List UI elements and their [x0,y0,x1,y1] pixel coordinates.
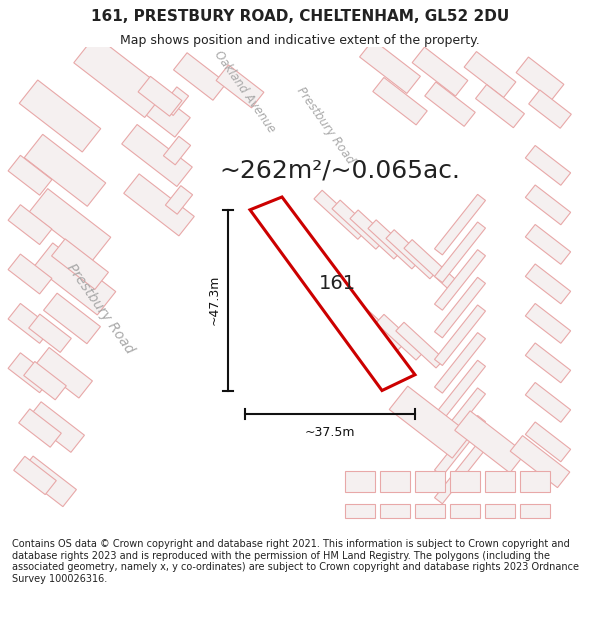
Polygon shape [28,402,85,452]
Polygon shape [434,360,485,421]
Polygon shape [455,411,525,473]
Polygon shape [35,348,92,398]
Polygon shape [526,146,571,185]
Polygon shape [359,40,421,93]
Polygon shape [529,90,571,128]
Polygon shape [138,76,182,116]
Polygon shape [122,124,192,186]
Polygon shape [485,471,515,492]
Polygon shape [163,136,191,165]
Polygon shape [485,504,515,518]
Polygon shape [24,134,106,206]
Polygon shape [450,504,480,518]
Polygon shape [380,504,410,518]
Polygon shape [216,65,264,108]
Polygon shape [124,174,194,236]
Polygon shape [526,264,571,304]
Polygon shape [434,249,485,310]
Text: ~262m²/~0.065ac.: ~262m²/~0.065ac. [220,158,461,182]
Polygon shape [434,388,485,449]
Polygon shape [23,361,67,400]
Polygon shape [29,314,71,352]
Text: ~37.5m: ~37.5m [305,426,355,439]
Polygon shape [8,254,52,294]
Text: ~47.3m: ~47.3m [208,275,221,326]
Polygon shape [350,210,402,259]
Polygon shape [434,278,485,338]
Polygon shape [29,189,111,261]
Polygon shape [316,291,364,336]
Polygon shape [14,456,56,494]
Polygon shape [412,47,468,96]
Polygon shape [336,299,384,344]
Polygon shape [368,220,420,269]
Polygon shape [380,471,410,492]
Polygon shape [345,471,375,492]
Polygon shape [520,471,550,492]
Polygon shape [20,456,76,507]
Polygon shape [434,443,485,504]
Polygon shape [520,504,550,518]
Text: Prestbury Road: Prestbury Road [293,85,356,167]
Polygon shape [464,51,516,98]
Polygon shape [314,190,366,239]
Polygon shape [526,224,571,264]
Polygon shape [425,82,475,126]
Polygon shape [52,239,109,289]
Polygon shape [8,155,52,195]
Polygon shape [166,186,193,214]
Polygon shape [8,352,52,392]
Polygon shape [173,52,226,100]
Polygon shape [434,194,485,255]
Polygon shape [404,239,456,289]
Text: Prestbury Road: Prestbury Road [64,261,136,356]
Polygon shape [526,304,571,343]
Polygon shape [345,504,375,518]
Polygon shape [526,382,571,423]
Polygon shape [516,57,564,100]
Polygon shape [120,75,190,137]
Polygon shape [34,243,116,315]
Polygon shape [526,343,571,382]
Polygon shape [476,84,524,127]
Polygon shape [389,386,471,458]
Polygon shape [19,409,61,447]
Text: Contains OS data © Crown copyright and database right 2021. This information is : Contains OS data © Crown copyright and d… [12,539,579,584]
Polygon shape [8,204,52,244]
Polygon shape [250,197,415,391]
Polygon shape [74,36,166,118]
Polygon shape [434,416,485,476]
Text: 161: 161 [319,274,356,292]
Polygon shape [44,293,100,344]
Polygon shape [526,422,571,462]
Polygon shape [434,332,485,393]
Polygon shape [373,78,427,125]
Polygon shape [8,303,52,343]
Polygon shape [161,87,188,116]
Polygon shape [415,504,445,518]
Text: Oakland Avenue: Oakland Avenue [212,48,278,135]
Polygon shape [434,305,485,366]
Polygon shape [356,306,404,352]
Polygon shape [450,471,480,492]
Polygon shape [415,471,445,492]
Polygon shape [510,436,570,488]
Text: Map shows position and indicative extent of the property.: Map shows position and indicative extent… [120,34,480,47]
Polygon shape [386,230,438,279]
Polygon shape [526,185,571,225]
Text: 161, PRESTBURY ROAD, CHELTENHAM, GL52 2DU: 161, PRESTBURY ROAD, CHELTENHAM, GL52 2D… [91,9,509,24]
Polygon shape [396,322,444,368]
Polygon shape [332,200,384,249]
Polygon shape [19,80,101,152]
Polygon shape [434,222,485,282]
Polygon shape [376,314,424,360]
